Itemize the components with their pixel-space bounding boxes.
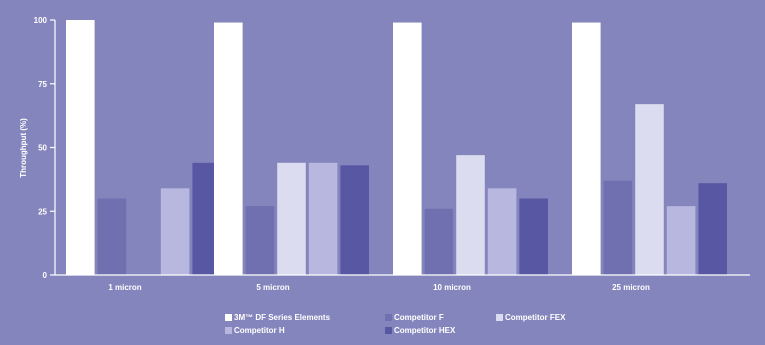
bar-2-0 (393, 22, 422, 275)
x-tick-label-3: 25 micron (612, 283, 650, 292)
x-tick-label-0: 1 micron (108, 283, 141, 292)
bar-1-4 (340, 165, 369, 275)
bar-3-2 (666, 206, 696, 275)
y-tick-label-0: 0 (43, 271, 48, 280)
legend-label-1: Competitor F (394, 313, 444, 322)
x-tick-label-1: 5 micron (256, 283, 289, 292)
bar-1-3 (277, 162, 306, 275)
legend-swatch-0 (225, 314, 232, 321)
legend-swatch-4 (385, 327, 392, 334)
bar-2-1 (424, 208, 454, 275)
bar-3-0 (572, 22, 601, 275)
legend-label-3: Competitor FEX (505, 313, 566, 322)
bar-2-2 (487, 188, 517, 275)
legend-swatch-2 (225, 327, 232, 334)
y-axis-title: Throughput (%) (19, 118, 28, 178)
bar-2-3 (456, 155, 485, 275)
bar-0-2 (160, 188, 190, 275)
x-labels-group: 1 micron 5 micron 10 micron 25 micron (108, 283, 650, 292)
x-tick-label-2: 10 micron (433, 283, 471, 292)
bar-3-4 (698, 183, 727, 275)
legend-label-4: Competitor HEX (394, 326, 456, 335)
bar-1-2 (308, 162, 338, 275)
legend-swatch-3 (496, 314, 503, 321)
bar-0-1 (97, 198, 127, 275)
bar-3-1 (603, 180, 633, 275)
legend-label-2: Competitor H (234, 326, 285, 335)
y-tick-label-3: 75 (38, 80, 47, 89)
bar-1-1 (245, 206, 275, 275)
y-tick-label-2: 50 (38, 144, 47, 153)
legend-swatch-1 (385, 314, 392, 321)
legend-label-0: 3M™ DF Series Elements (234, 313, 331, 322)
y-tick-label-1: 25 (38, 207, 47, 216)
y-ticks-group: 0 25 50 75 100 (34, 16, 55, 280)
legend: 3M™ DF Series Elements Competitor F Compet… (225, 313, 566, 335)
y-tick-label-4: 100 (34, 16, 48, 25)
bar-0-0 (66, 20, 95, 275)
bar-2-4 (519, 198, 548, 275)
bar-1-0 (214, 22, 243, 275)
bar-3-3 (635, 104, 664, 276)
bars-group (66, 20, 727, 276)
